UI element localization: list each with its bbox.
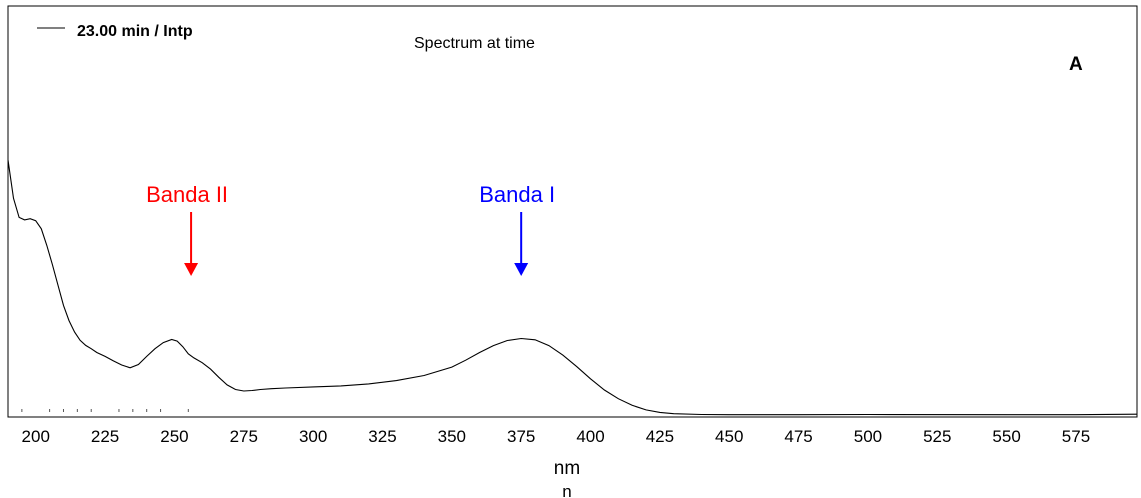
band-annotation: Banda I: [479, 182, 555, 276]
x-tick-label: 475: [784, 427, 812, 446]
x-tick-label: 350: [438, 427, 466, 446]
x-tick-label: 525: [923, 427, 951, 446]
band-annotation: Banda II: [146, 182, 228, 276]
minor-marks: [21, 409, 189, 412]
x-tick-label: 225: [91, 427, 119, 446]
x-axis-title: nm: [554, 458, 580, 479]
x-tick-label: 575: [1062, 427, 1090, 446]
x-tick-label: 500: [854, 427, 882, 446]
x-axis-title-fragment: n: [562, 482, 571, 498]
arrow-head: [514, 263, 529, 276]
x-tick-label: 250: [160, 427, 188, 446]
x-tick-label: 200: [22, 427, 50, 446]
arrow-head: [184, 263, 199, 276]
x-tick-label: 425: [646, 427, 674, 446]
band-label: Banda II: [146, 182, 228, 207]
chart-title: Spectrum at time: [414, 35, 535, 52]
band-label: Banda I: [479, 182, 555, 207]
x-tick-label: 450: [715, 427, 743, 446]
x-tick-label: 300: [299, 427, 327, 446]
plot-area: [7, 5, 1138, 418]
spectrum-line: [7, 159, 1138, 416]
x-tick-label: 375: [507, 427, 535, 446]
band-annotations: Banda II Banda I: [146, 182, 555, 276]
x-tick-label: 400: [576, 427, 604, 446]
x-tick-labels: 200 225 250 275 300 325 350 375 400 425 450 475 500 5…: [22, 427, 1091, 446]
panel-label: A: [1069, 54, 1083, 75]
x-tick-label: 275: [230, 427, 258, 446]
x-tick-label: 550: [992, 427, 1020, 446]
legend-text: 23.00 min / Intp: [77, 23, 193, 40]
x-tick-label: 325: [368, 427, 396, 446]
